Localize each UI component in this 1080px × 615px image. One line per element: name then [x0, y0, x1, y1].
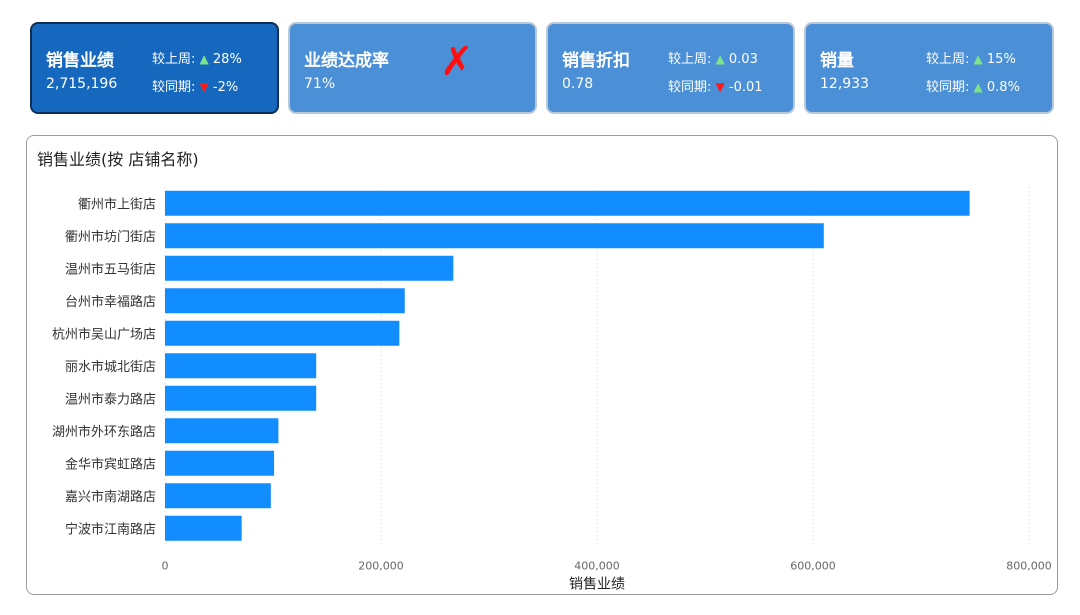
kpi-title: 业绩达成率 — [304, 51, 389, 71]
kpi-card-volume[interactable]: 销量 12,933 较上周: ▲ 15% 较同期: ▲ 0.8% — [804, 22, 1054, 114]
kpi-card-achievement-rate[interactable]: 业绩达成率 71% ✗ — [288, 22, 537, 114]
kpi-card-discount[interactable]: 销售折扣 0.78 较上周: ▲ 0.03 较同期: ▼ -0.01 — [546, 22, 795, 114]
up-arrow-icon: ▲ — [973, 52, 983, 66]
bar — [165, 288, 405, 314]
kpi-title: 销售业绩 — [46, 51, 114, 71]
compare-label: 较上周: — [152, 52, 196, 67]
kpi-value: 71% — [304, 76, 336, 92]
x-tick-label: 0 — [162, 560, 169, 573]
category-label: 台州市幸福路店 — [65, 294, 156, 310]
category-label: 湖州市外环东路店 — [52, 424, 156, 440]
compare-label: 较同期: — [926, 80, 970, 95]
bar — [165, 353, 317, 379]
bar — [165, 418, 279, 444]
compare-label: 较上周: — [668, 52, 712, 67]
category-label: 金华市宾虹路店 — [65, 456, 156, 472]
category-label: 衢州市上街店 — [78, 196, 156, 212]
bar-chart: 0 200,000 400,000 600,000 800,000 衢州市上街店衢州市坊门… — [52, 187, 1052, 593]
down-arrow-icon: ▼ — [715, 80, 725, 94]
compare-label: 较同期: — [668, 80, 712, 95]
kpi-card-sales[interactable]: 销售业绩 2,715,196 较上周: ▲ 28% 较同期: ▼ -2% — [30, 22, 279, 114]
x-tick-label: 800,000 — [1006, 560, 1052, 573]
compare-value: 28% — [212, 52, 242, 67]
kpi-compare-week: 较上周: ▲ 15% — [926, 48, 1016, 67]
bar — [165, 385, 317, 411]
compare-value: 0.03 — [728, 52, 758, 67]
kpi-compare-week: 较上周: ▲ 0.03 — [668, 48, 758, 67]
compare-value: -0.01 — [728, 80, 763, 95]
up-arrow-icon: ▲ — [973, 80, 983, 94]
bar — [165, 320, 400, 346]
x-tick-label: 600,000 — [790, 560, 836, 573]
cross-icon: ✗ — [440, 39, 474, 85]
category-label: 温州市泰力路店 — [65, 391, 156, 407]
x-axis-title: 销售业绩 — [569, 577, 625, 593]
bar — [165, 255, 454, 281]
category-label: 衢州市坊门街店 — [65, 229, 156, 245]
chart-panel: 销售业绩(按 店铺名称) 0 200,000 400,000 600,000 800,0… — [26, 135, 1058, 595]
kpi-compare-year: 较同期: ▼ -0.01 — [668, 76, 763, 95]
compare-value: 15% — [986, 52, 1016, 67]
up-arrow-icon: ▲ — [715, 52, 725, 66]
kpi-compare-year: 较同期: ▼ -2% — [152, 76, 238, 95]
kpi-title: 销售折扣 — [562, 51, 630, 71]
kpi-value: 0.78 — [562, 76, 594, 92]
compare-label: 较上周: — [926, 52, 970, 67]
category-label: 宁波市江南路店 — [65, 521, 156, 537]
down-arrow-icon: ▼ — [199, 80, 209, 94]
up-arrow-icon: ▲ — [199, 52, 209, 66]
category-label: 温州市五马街店 — [65, 261, 156, 277]
kpi-value: 12,933 — [820, 76, 869, 92]
compare-value: 0.8% — [986, 80, 1020, 95]
compare-value: -2% — [212, 80, 239, 95]
category-label: 杭州市吴山广场店 — [52, 326, 156, 342]
category-label: 嘉兴市南湖路店 — [65, 489, 156, 505]
kpi-compare-year: 较同期: ▲ 0.8% — [926, 76, 1020, 95]
bar — [165, 515, 242, 541]
x-tick-label: 400,000 — [574, 560, 620, 573]
x-tick-label: 200,000 — [358, 560, 404, 573]
kpi-compare-week: 较上周: ▲ 28% — [152, 48, 242, 67]
bar — [165, 483, 271, 509]
chart-title: 销售业绩(按 店铺名称) — [37, 150, 199, 169]
bar — [165, 450, 275, 476]
bar — [165, 190, 970, 216]
kpi-value: 2,715,196 — [46, 76, 118, 92]
kpi-title: 销量 — [820, 51, 854, 71]
bar — [165, 223, 824, 249]
category-label: 丽水市城北街店 — [65, 359, 156, 375]
compare-label: 较同期: — [152, 80, 196, 95]
